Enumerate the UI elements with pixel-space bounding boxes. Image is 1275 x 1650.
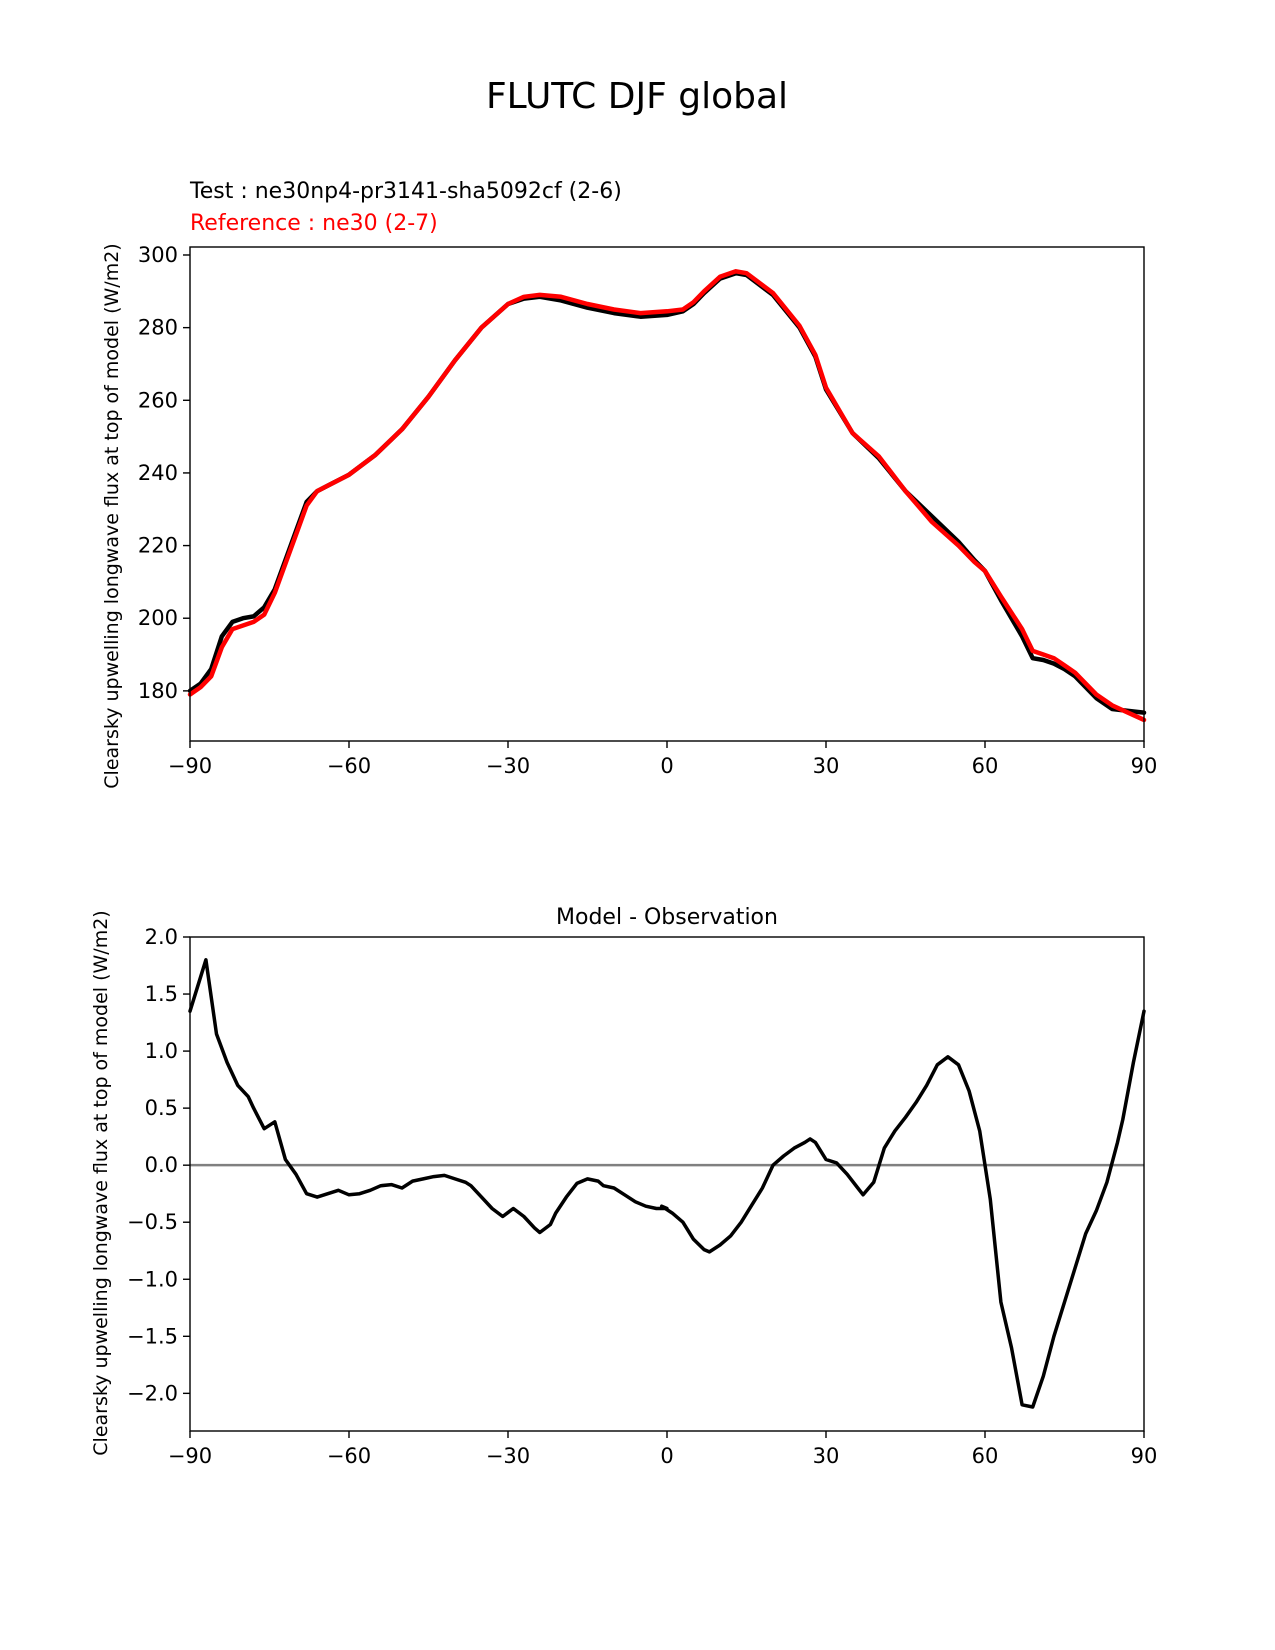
bottom-x-tick-label: 60 (972, 1444, 999, 1468)
bottom-y-tick-label: −0.5 (127, 1210, 178, 1234)
top-x-tick-label: −60 (327, 754, 371, 778)
bottom-series-test-observation (188, 958, 1146, 1409)
top-x-tick-label: 90 (1131, 754, 1158, 778)
bottom-x-tick-label: −90 (168, 1444, 212, 1468)
bottom-y-tick-label: −1.0 (127, 1267, 178, 1291)
top-x-tick-label: 0 (660, 754, 673, 778)
top-x-tick-label: −30 (486, 754, 530, 778)
bottom-series (188, 958, 1146, 1409)
bottom-x-tick-label: 30 (813, 1444, 840, 1468)
top-y-axis-label: Clearsky upwelling longwave flux at top … (101, 243, 123, 788)
top-x-tick-label: 30 (813, 754, 840, 778)
bottom-x-tick-label: −60 (327, 1444, 371, 1468)
bottom-y-tick-label: −2.0 (127, 1381, 178, 1405)
top-ticks: −90 −60 −30 0 30 60 90 180 200 220 240 260 280 300 (138, 243, 1157, 778)
bottom-y-axis-label: Clearsky upwelling longwave flux at top … (90, 910, 112, 1455)
top-panel: Test : ne30np4-pr3141-sha5092cf (2-6) Re… (101, 179, 1157, 789)
top-series (187, 269, 1147, 723)
top-y-tick-label: 200 (138, 606, 178, 630)
top-y-tick-label: 180 (138, 679, 178, 703)
bottom-x-tick-label: −30 (486, 1444, 530, 1468)
bottom-y-tick-label: 1.0 (145, 1039, 178, 1063)
test-legend-title: Test : ne30np4-pr3141-sha5092cf (2-6) (189, 179, 622, 204)
top-x-tick-label: 60 (972, 754, 999, 778)
top-y-tick-label: 300 (138, 243, 178, 267)
top-series-reference (187, 269, 1147, 723)
bottom-x-tick-label: 90 (1131, 1444, 1158, 1468)
bottom-x-tick-label: 0 (660, 1444, 673, 1468)
top-plot-frame (189, 246, 1145, 742)
bottom-y-tick-label: 2.0 (145, 925, 178, 949)
bottom-y-tick-label: 0.0 (145, 1153, 178, 1177)
bottom-ticks: −90 −60 −30 0 30 60 90 2.0 1.5 1.0 0.5 0.0 −0.5 −1.0 −… (127, 925, 1157, 1468)
bottom-y-tick-label: −1.5 (127, 1324, 178, 1348)
top-y-tick-label: 260 (138, 388, 178, 412)
bottom-y-tick-label: 1.5 (145, 982, 178, 1006)
top-x-tick-label: −90 (168, 754, 212, 778)
bottom-panel: Model - Observation Clearsky upwelling l… (90, 905, 1157, 1468)
bottom-plot-frame (189, 936, 1145, 1432)
top-y-tick-label: 280 (138, 316, 178, 340)
bottom-y-tick-label: 0.5 (145, 1096, 178, 1120)
figure-title: FLUTC DJF global (486, 76, 788, 117)
reference-legend-title: Reference : ne30 (2-7) (190, 211, 438, 236)
bottom-chart-title: Model - Observation (556, 905, 778, 930)
top-y-tick-label: 220 (138, 534, 178, 558)
top-y-tick-label: 240 (138, 461, 178, 485)
